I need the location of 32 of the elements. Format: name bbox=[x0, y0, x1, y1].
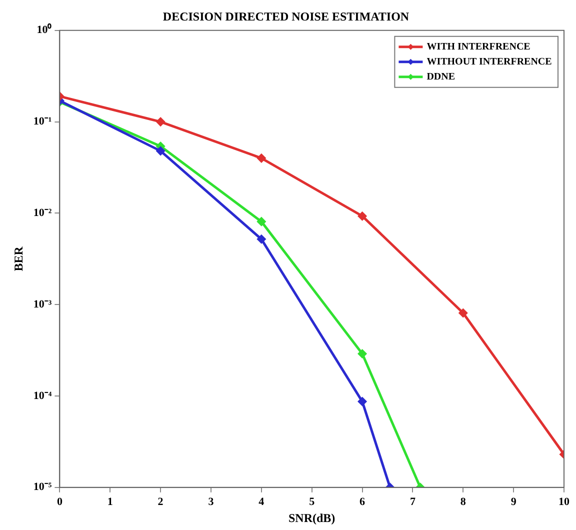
point bbox=[156, 118, 165, 126]
y-tick-label: 10⁻³ bbox=[33, 298, 52, 310]
point bbox=[257, 234, 266, 244]
point bbox=[156, 146, 165, 156]
legend-label: WITH INTERFRENCE bbox=[426, 41, 531, 52]
x-tick-label: 5 bbox=[309, 496, 316, 508]
x-tick-label: 4 bbox=[258, 496, 265, 508]
y-tick-label: 10⁻⁵ bbox=[33, 481, 52, 494]
x-tick-label: 0 bbox=[56, 496, 63, 508]
point bbox=[257, 217, 266, 226]
x-tick-label: 2 bbox=[158, 496, 164, 508]
y-tick-label: 10⁻⁴ bbox=[33, 390, 52, 402]
point bbox=[257, 154, 266, 162]
point bbox=[358, 212, 367, 220]
x-tick-label: 6 bbox=[360, 496, 366, 508]
y-tick-label: 10⁰ bbox=[36, 23, 52, 36]
x-tick-label: 9 bbox=[510, 496, 517, 508]
point bbox=[458, 308, 468, 318]
legend-label: WITHOUT INTERFRENCE bbox=[426, 56, 552, 68]
x-axis-title: SNR(dB) bbox=[288, 510, 336, 525]
x-tick-label: 3 bbox=[208, 496, 214, 508]
x-tick-label: 1 bbox=[107, 496, 113, 508]
chart-title: DECISION DIRECTED NOISE ESTIMATION bbox=[162, 9, 410, 24]
point bbox=[358, 349, 367, 358]
y-axis-title: BER bbox=[11, 246, 26, 272]
legend-label: DDNE bbox=[426, 71, 456, 82]
x-tick-label: 8 bbox=[460, 496, 466, 508]
x-tick-label: 10 bbox=[558, 496, 570, 508]
point bbox=[358, 397, 367, 406]
y-tick-label: 10⁻¹ bbox=[33, 116, 52, 128]
x-tick-label: 7 bbox=[410, 496, 416, 508]
y-tick-label: 10⁻² bbox=[33, 207, 52, 220]
